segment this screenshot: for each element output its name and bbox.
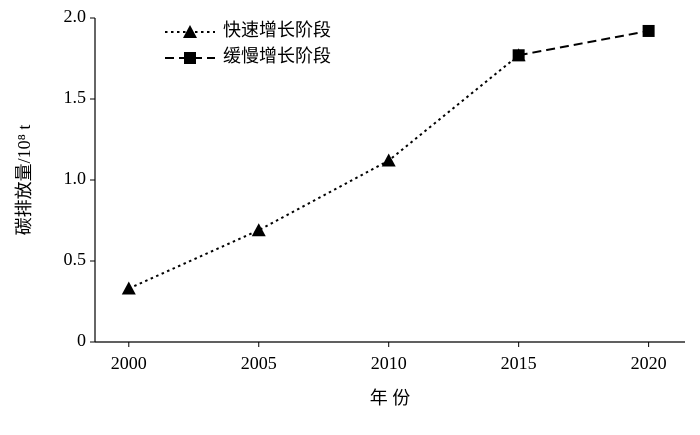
x-tick-label: 2000 xyxy=(111,353,147,373)
x-axis-label: 年 份 xyxy=(370,388,411,408)
y-tick-label: 1.0 xyxy=(64,168,87,188)
y-tick-label: 0.5 xyxy=(64,249,87,269)
y-axis-label: 碳排放量/10⁸ t xyxy=(14,125,34,236)
square-marker xyxy=(512,49,525,62)
series-line xyxy=(128,54,520,290)
triangle-marker xyxy=(381,153,396,167)
y-tick-label: 1.5 xyxy=(64,87,87,107)
series-line xyxy=(518,29,649,57)
legend-marker xyxy=(184,52,196,64)
x-tick-label: 2010 xyxy=(371,353,407,373)
legend-label: 快速增长阶段 xyxy=(223,20,331,40)
x-tick-label: 2015 xyxy=(501,353,537,373)
legend-marker xyxy=(183,25,197,38)
y-tick-label: 2.0 xyxy=(64,6,87,26)
triangle-marker xyxy=(121,281,136,295)
x-tick-label: 2020 xyxy=(631,353,667,373)
triangle-marker xyxy=(251,223,266,237)
square-marker xyxy=(642,24,655,37)
legend-label: 缓慢增长阶段 xyxy=(223,46,331,66)
x-tick-label: 2005 xyxy=(241,353,277,373)
y-tick-label: 0 xyxy=(77,330,86,350)
